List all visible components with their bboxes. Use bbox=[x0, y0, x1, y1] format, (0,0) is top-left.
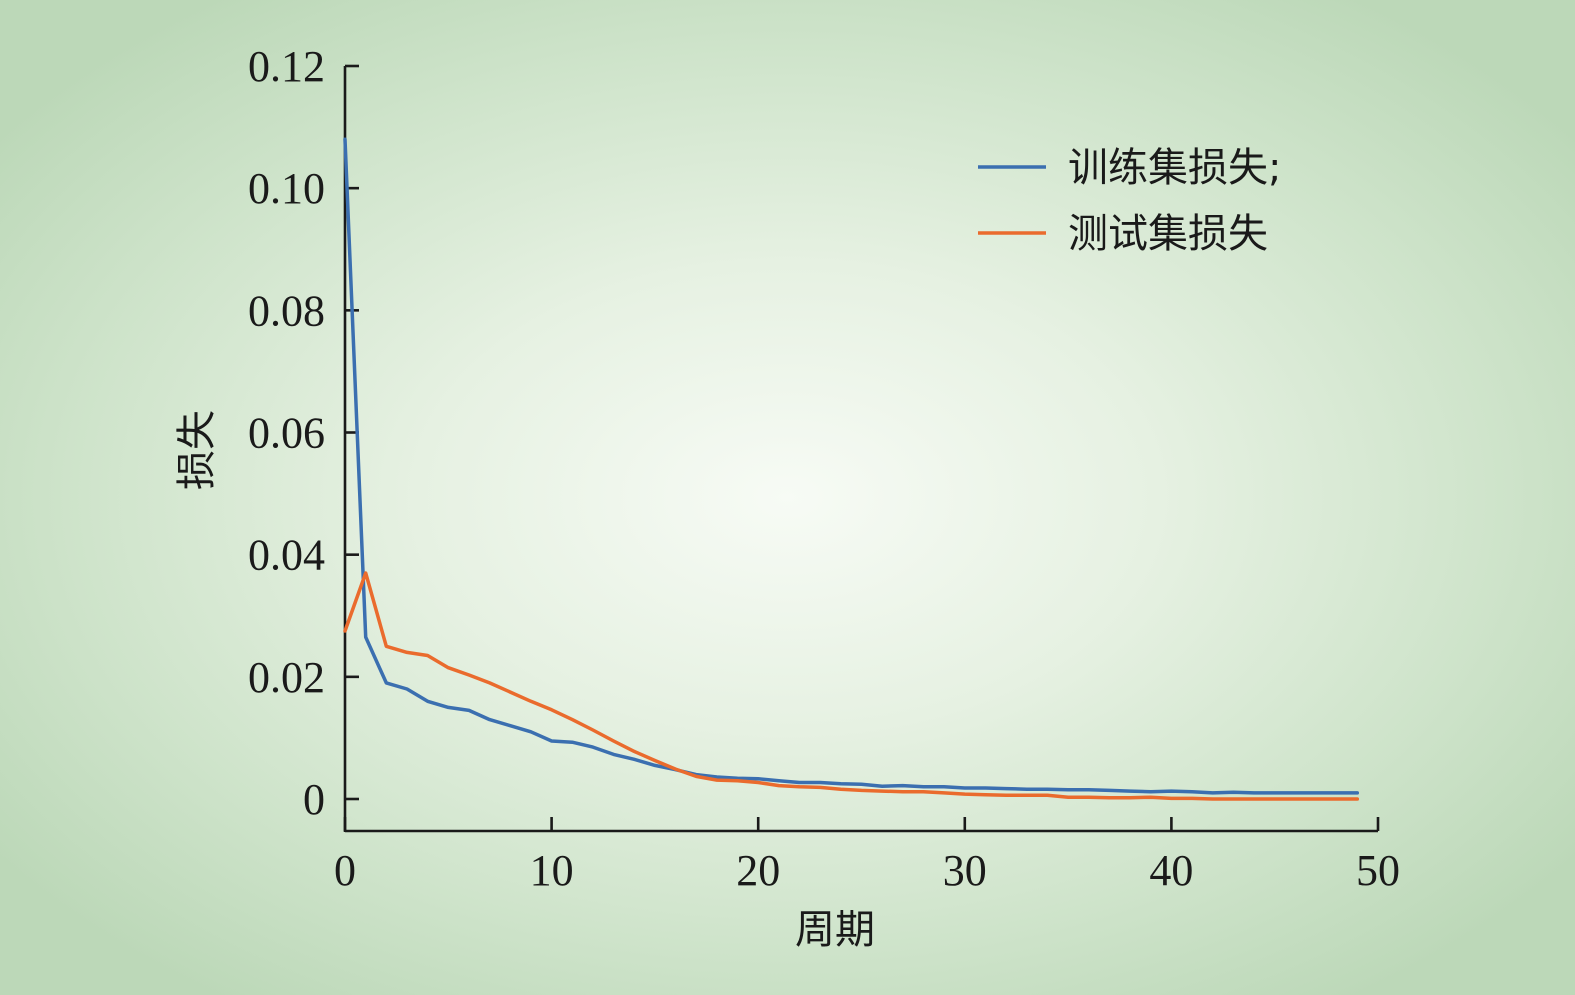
series-line-test bbox=[343, 571, 1360, 801]
series-layer bbox=[343, 137, 1360, 801]
y-axis-title: 损失 bbox=[174, 410, 220, 490]
y-ticks: 0 0.02 0.04 0.06 0.08 0.10 0.12 bbox=[248, 42, 359, 824]
x-tick-label: 10 bbox=[530, 846, 574, 895]
y-tick-label: 0 bbox=[303, 775, 325, 824]
x-tick-label: 40 bbox=[1149, 846, 1193, 895]
x-tick-label: 30 bbox=[943, 846, 987, 895]
y-tick-label: 0.06 bbox=[248, 409, 325, 458]
y-tick-label: 0.12 bbox=[248, 42, 325, 91]
legend: 训练集损失; 测试集损失 bbox=[978, 145, 1281, 257]
y-tick-label: 0.10 bbox=[248, 164, 325, 213]
x-ticks: 0 10 20 30 40 50 bbox=[334, 817, 1400, 895]
x-tick-label: 20 bbox=[736, 846, 780, 895]
legend-label-test: 测试集损失 bbox=[1068, 211, 1268, 257]
y-tick-label: 0.02 bbox=[248, 653, 325, 702]
y-tick-label: 0.04 bbox=[248, 531, 325, 580]
series-line-train bbox=[343, 137, 1360, 795]
x-tick-label: 50 bbox=[1356, 846, 1400, 895]
legend-label-train: 训练集损失; bbox=[1068, 145, 1281, 191]
y-tick-label: 0.08 bbox=[248, 286, 325, 335]
axes bbox=[343, 66, 1378, 833]
x-axis-title: 周期 bbox=[795, 907, 875, 953]
x-tick-label: 0 bbox=[334, 846, 356, 895]
